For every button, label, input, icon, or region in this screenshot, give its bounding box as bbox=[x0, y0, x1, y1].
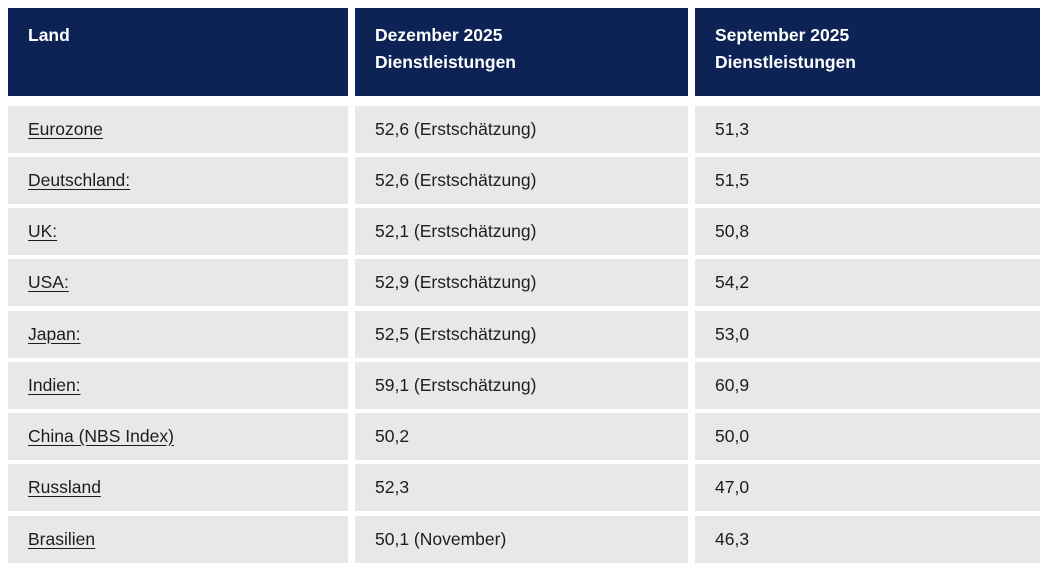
header-title-dezember: Dezember 2025 bbox=[375, 25, 503, 45]
september-value-cell: 53,0 bbox=[695, 311, 1040, 358]
dezember-value-cell: 52,5 (Erstschätzung) bbox=[355, 311, 688, 358]
table-header-row: Land Dezember 2025 Dienstleistungen Sept… bbox=[8, 8, 1040, 96]
country-link[interactable]: UK: bbox=[28, 221, 58, 241]
dezember-value: 52,6 (Erstschätzung) bbox=[375, 119, 537, 139]
header-cell-land: Land bbox=[8, 8, 348, 96]
dezember-value-cell: 52,6 (Erstschätzung) bbox=[355, 157, 688, 204]
table-row: Japan: 52,5 (Erstschätzung) 53,0 bbox=[8, 311, 1040, 358]
country-link[interactable]: Russland bbox=[28, 477, 101, 497]
dezember-value: 52,3 bbox=[375, 477, 410, 497]
dezember-value: 50,2 bbox=[375, 426, 410, 446]
header-subtitle-september: Dienstleistungen bbox=[715, 52, 856, 72]
table-row: Indien: 59,1 (Erstschätzung) 60,9 bbox=[8, 362, 1040, 409]
september-value: 46,3 bbox=[715, 529, 750, 549]
header-title-september: September 2025 bbox=[715, 25, 850, 45]
header-cell-september: September 2025 Dienstleistungen bbox=[695, 8, 1040, 96]
country-link[interactable]: Eurozone bbox=[28, 119, 103, 139]
dezember-value-cell: 52,9 (Erstschätzung) bbox=[355, 259, 688, 306]
september-value-cell: 51,5 bbox=[695, 157, 1040, 204]
september-value: 51,5 bbox=[715, 170, 750, 190]
september-value-cell: 50,0 bbox=[695, 413, 1040, 460]
september-value-cell: 46,3 bbox=[695, 516, 1040, 563]
dezember-value-cell: 50,1 (November) bbox=[355, 516, 688, 563]
table-row: Eurozone 52,6 (Erstschätzung) 51,3 bbox=[8, 106, 1040, 153]
dezember-value-cell: 52,1 (Erstschätzung) bbox=[355, 208, 688, 255]
header-cell-dezember: Dezember 2025 Dienstleistungen bbox=[355, 8, 688, 96]
country-link[interactable]: Japan: bbox=[28, 324, 81, 344]
header-title-land: Land bbox=[28, 25, 70, 45]
september-value: 51,3 bbox=[715, 119, 750, 139]
dezember-value: 59,1 (Erstschätzung) bbox=[375, 375, 537, 395]
country-cell: UK: bbox=[8, 208, 348, 255]
september-value: 47,0 bbox=[715, 477, 750, 497]
september-value-cell: 50,8 bbox=[695, 208, 1040, 255]
country-link[interactable]: Deutschland: bbox=[28, 170, 131, 190]
september-value-cell: 47,0 bbox=[695, 464, 1040, 511]
country-link[interactable]: USA: bbox=[28, 272, 69, 292]
table-row: Russland 52,3 47,0 bbox=[8, 464, 1040, 511]
table-row: Deutschland: 52,6 (Erstschätzung) 51,5 bbox=[8, 157, 1040, 204]
dezember-value-cell: 52,6 (Erstschätzung) bbox=[355, 106, 688, 153]
country-cell: Eurozone bbox=[8, 106, 348, 153]
dezember-value: 52,1 (Erstschätzung) bbox=[375, 221, 537, 241]
table-row: China (NBS Index) 50,2 50,0 bbox=[8, 413, 1040, 460]
september-value: 53,0 bbox=[715, 324, 750, 344]
dezember-value-cell: 59,1 (Erstschätzung) bbox=[355, 362, 688, 409]
table-row: UK: 52,1 (Erstschätzung) 50,8 bbox=[8, 208, 1040, 255]
country-cell: China (NBS Index) bbox=[8, 413, 348, 460]
dezember-value-cell: 52,3 bbox=[355, 464, 688, 511]
country-cell: Deutschland: bbox=[8, 157, 348, 204]
country-link[interactable]: Brasilien bbox=[28, 529, 96, 549]
dezember-value: 50,1 (November) bbox=[375, 529, 507, 549]
september-value: 54,2 bbox=[715, 272, 750, 292]
september-value: 50,8 bbox=[715, 221, 750, 241]
country-cell: Japan: bbox=[8, 311, 348, 358]
country-cell: Russland bbox=[8, 464, 348, 511]
dezember-value: 52,9 (Erstschätzung) bbox=[375, 272, 537, 292]
dezember-value: 52,6 (Erstschätzung) bbox=[375, 170, 537, 190]
september-value: 60,9 bbox=[715, 375, 750, 395]
september-value-cell: 51,3 bbox=[695, 106, 1040, 153]
table-body: Eurozone 52,6 (Erstschätzung) 51,3 Deuts… bbox=[8, 106, 1040, 563]
dezember-value: 52,5 (Erstschätzung) bbox=[375, 324, 537, 344]
country-link[interactable]: China (NBS Index) bbox=[28, 426, 174, 446]
country-cell: USA: bbox=[8, 259, 348, 306]
table-row: USA: 52,9 (Erstschätzung) 54,2 bbox=[8, 259, 1040, 306]
header-subtitle-dezember: Dienstleistungen bbox=[375, 52, 516, 72]
september-value-cell: 54,2 bbox=[695, 259, 1040, 306]
country-cell: Brasilien bbox=[8, 516, 348, 563]
table-row: Brasilien 50,1 (November) 46,3 bbox=[8, 516, 1040, 563]
country-cell: Indien: bbox=[8, 362, 348, 409]
september-value-cell: 60,9 bbox=[695, 362, 1040, 409]
dezember-value-cell: 50,2 bbox=[355, 413, 688, 460]
september-value: 50,0 bbox=[715, 426, 750, 446]
country-link[interactable]: Indien: bbox=[28, 375, 81, 395]
